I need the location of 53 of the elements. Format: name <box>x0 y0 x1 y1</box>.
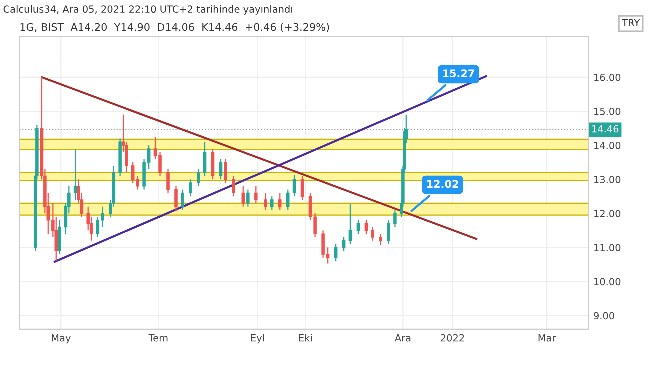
candlestick <box>211 148 215 180</box>
y-tick-label: 16.00 <box>594 74 621 82</box>
x-tick-label: Eki <box>299 334 312 342</box>
candlestick <box>356 220 360 235</box>
annotation: 15.27 <box>443 70 474 78</box>
x-tick-label: Ara <box>394 334 411 342</box>
candlestick <box>292 174 296 198</box>
candlestick <box>379 234 382 246</box>
candlestick <box>334 244 338 262</box>
y-tick-label: 13.00 <box>594 176 621 184</box>
candlestick <box>58 220 62 256</box>
candlestick <box>342 236 346 252</box>
y-tick-label: 12.00 <box>594 210 621 218</box>
candlestick <box>74 148 78 201</box>
candlestick <box>203 142 207 177</box>
candlestick <box>189 179 192 198</box>
x-tick-label: 2022 <box>441 334 464 342</box>
text: Calculus34, Ara 05, 2021 22:10 UTC+2 tarihinde yayınlandı <box>4 5 292 15</box>
candlestick <box>387 220 390 245</box>
y-tick-label: 14.00 <box>594 142 621 150</box>
y-tick-label: 10.00 <box>594 278 621 286</box>
candlestick <box>264 192 268 211</box>
candlestick <box>131 162 135 184</box>
y-tick-label: 9.00 <box>594 312 614 320</box>
candlestick <box>278 192 282 211</box>
candlestick <box>286 189 290 211</box>
candlestick <box>254 186 258 204</box>
x-tick-label: May <box>52 334 71 344</box>
y-tick-label: 15.00 <box>594 108 621 116</box>
candlestick <box>224 158 228 184</box>
text: TRY <box>622 19 640 26</box>
candlestick <box>246 189 250 208</box>
x-tick-label: Mar <box>538 334 556 342</box>
candlestick <box>364 220 368 235</box>
candlestick <box>219 158 223 180</box>
candlestick <box>242 186 246 208</box>
candlestick <box>394 210 397 228</box>
x-tick-label: Eyl <box>251 334 264 344</box>
candlestick <box>174 186 178 212</box>
candlestick <box>270 196 274 211</box>
annotation: 12.02 <box>427 180 458 188</box>
candlestick <box>371 226 374 242</box>
x-tick-label: Tem <box>148 334 168 342</box>
candlestick <box>181 189 184 211</box>
candlestick <box>232 176 236 198</box>
candlestick <box>300 176 304 201</box>
chart-title: 1G, BIST A14.20 Y14.90 D14.06 K14.46 +0.46 (+3.29%) <box>20 23 330 32</box>
y-tick-label: 11.00 <box>594 244 621 252</box>
ref-line-label: 14.46 <box>592 125 619 133</box>
candlestick <box>166 168 170 194</box>
candlestick <box>136 176 140 190</box>
candlestick <box>196 168 200 187</box>
candlestick <box>348 204 352 245</box>
